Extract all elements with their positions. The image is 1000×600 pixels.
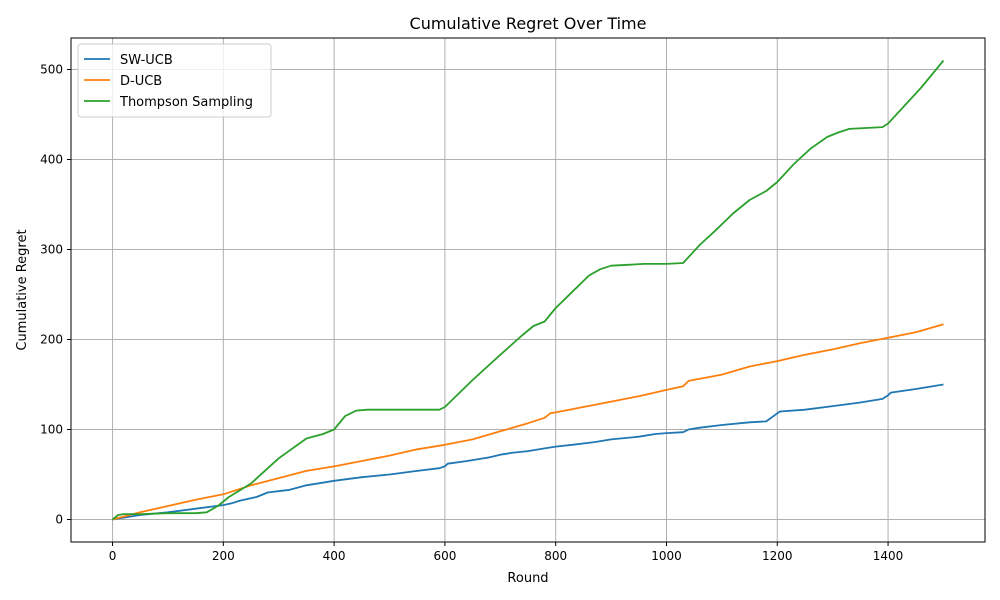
x-tick-label: 200 [212, 549, 235, 563]
x-tick-label: 400 [323, 549, 346, 563]
y-tick-label: 200 [40, 333, 63, 347]
y-axis-label: Cumulative Regret [15, 229, 30, 350]
legend-entry: Thompson Sampling [119, 95, 253, 110]
series-line-thompson-sampling [111, 59, 945, 521]
legend-entry: SW-UCB [120, 53, 173, 68]
y-tick-label: 0 [55, 513, 63, 527]
series-layer [111, 59, 945, 521]
x-tick-label: 1200 [762, 549, 793, 563]
x-axis-label: Round [507, 571, 548, 586]
chart-title: Cumulative Regret Over Time [410, 14, 647, 33]
y-tick-label: 400 [40, 153, 63, 167]
x-axis: 0 200 400 600 800 1000 1200 1400 [109, 542, 904, 563]
series-line-sw-ucb [112, 383, 944, 521]
y-tick-label: 100 [40, 423, 63, 437]
legend-entry: D-UCB [120, 74, 162, 89]
plot-frame [70, 37, 986, 543]
x-tick-label: 0 [109, 549, 117, 563]
x-tick-label: 1000 [651, 549, 682, 563]
legend: SW-UCB D-UCB Thompson Sampling [77, 43, 272, 118]
x-tick-label: 600 [433, 549, 456, 563]
grid-lines [71, 38, 985, 542]
y-tick-label: 500 [40, 63, 63, 77]
series-line-d-ucb [112, 323, 944, 521]
y-tick-label: 300 [40, 243, 63, 257]
y-axis: 0 100 200 300 400 500 [40, 63, 71, 527]
x-tick-label: 1400 [873, 549, 904, 563]
legend-box [77, 43, 272, 118]
x-tick-label: 800 [544, 549, 567, 563]
